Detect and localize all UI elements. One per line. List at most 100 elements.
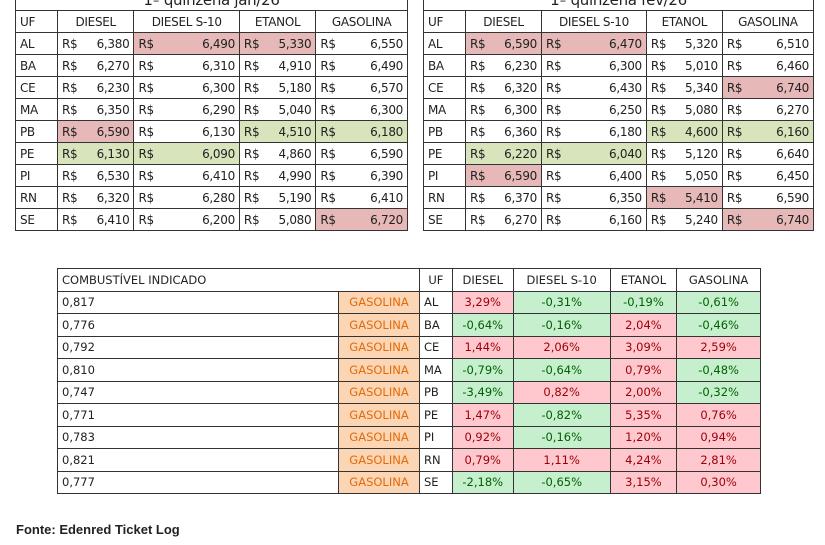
price-value: 6,300 [202, 80, 235, 95]
table-row: 0,783 GASOLINA PI 0,92% -0,16% 1,20% 0,94% [57, 425, 761, 449]
uf-cell: CE [423, 76, 466, 99]
price-value: 4,860 [278, 146, 312, 161]
change-cell: -0,79% [451, 358, 514, 382]
change-cell: -0,65% [512, 470, 611, 494]
price-value: 6,410 [202, 168, 235, 183]
price-value: 6,410 [96, 212, 130, 227]
currency-label: R$ [320, 212, 336, 227]
currency-label: R$ [470, 36, 486, 51]
price-table-jan: 1ª quinzena jan/26 UF DIESEL DIESEL S-10 ETA… [15, 0, 408, 231]
source-note: Fonte: Edenred Ticket Log [16, 522, 180, 537]
ratio-cell: 0,777 [57, 470, 339, 494]
price-cell: R$ 6,570 [315, 76, 408, 99]
price-cell: R$ 6,180 [315, 120, 408, 143]
change-cell: -2,18% [451, 470, 514, 494]
price-cell: R$ 6,490 [315, 54, 408, 77]
currency-label: R$ [470, 124, 486, 139]
column-header: DIESEL [56, 10, 135, 33]
price-value: 6,590 [776, 190, 809, 205]
price-cell: R$ 5,080 [645, 98, 723, 121]
currency-label: R$ [650, 212, 667, 227]
price-cell: R$ 6,430 [541, 76, 647, 99]
currency-label: R$ [138, 80, 154, 95]
currency-label: R$ [726, 102, 743, 117]
price-cell: R$ 6,640 [721, 142, 815, 165]
fuel-cell: GASOLINA [338, 290, 420, 314]
table-row: MA R$ 6,350 R$ 6,290 R$ 5,040 R$ 6,300 [15, 98, 408, 121]
change-cell: -0,61% [676, 290, 761, 314]
price-cell: R$ 6,410 [56, 208, 135, 231]
table-title: 1ª quinzena jan/26 [15, 0, 408, 11]
price-value: 6,450 [776, 168, 809, 183]
table-row: MA R$ 6,300 R$ 6,250 R$ 5,080 R$ 6,270 [423, 98, 815, 121]
price-value: 6,300 [504, 102, 537, 117]
currency-label: R$ [138, 124, 154, 139]
currency-label: R$ [650, 190, 667, 205]
price-value: 6,180 [370, 124, 403, 139]
fuel-cell: GASOLINA [338, 313, 420, 337]
currency-label: R$ [243, 168, 260, 183]
change-cell: 1,20% [609, 425, 678, 449]
price-cell: R$ 6,470 [541, 32, 647, 55]
currency-label: R$ [243, 124, 260, 139]
price-value: 6,590 [504, 36, 537, 51]
change-cell: -0,46% [676, 313, 761, 337]
price-cell: R$ 5,340 [645, 76, 723, 99]
currency-label: R$ [320, 102, 336, 117]
fuel-cell: GASOLINA [338, 335, 420, 359]
currency-label: R$ [726, 36, 743, 51]
uf-cell: SE [15, 208, 58, 231]
price-value: 6,410 [370, 190, 403, 205]
price-cell: R$ 6,410 [315, 186, 408, 209]
price-cell: R$ 5,050 [645, 164, 723, 187]
uf-cell: PB [419, 380, 453, 404]
price-value: 6,180 [609, 124, 642, 139]
price-cell: R$ 6,450 [721, 164, 815, 187]
currency-label: R$ [320, 58, 336, 73]
price-value: 5,320 [685, 36, 718, 51]
change-cell: -0,16% [512, 425, 611, 449]
price-cell: R$ 6,380 [56, 32, 135, 55]
price-cell: R$ 6,270 [465, 208, 542, 231]
currency-label: R$ [62, 102, 78, 117]
uf-cell: PI [423, 164, 466, 187]
currency-label: R$ [243, 102, 260, 117]
currency-label: R$ [650, 168, 667, 183]
table-row: PE R$ 6,130 R$ 6,090 R$ 4,860 R$ 6,590 [15, 142, 408, 165]
ratio-cell: 0,821 [57, 448, 339, 472]
table-row: CE R$ 6,230 R$ 6,300 R$ 5,180 R$ 6,570 [15, 76, 408, 99]
fuel-cell: GASOLINA [338, 380, 420, 404]
currency-label: R$ [726, 124, 743, 139]
price-value: 6,530 [96, 168, 130, 183]
change-cell: -0,19% [609, 290, 678, 314]
change-cell: 5,35% [609, 403, 678, 427]
price-cell: R$ 6,460 [721, 54, 815, 77]
uf-cell: RN [423, 186, 466, 209]
price-cell: R$ 5,410 [645, 186, 723, 209]
currency-label: R$ [546, 58, 562, 73]
price-cell: R$ 6,230 [465, 54, 542, 77]
price-cell: R$ 4,510 [238, 120, 317, 143]
ratio-cell: 0,792 [57, 335, 339, 359]
uf-cell: SE [419, 470, 453, 494]
price-value: 4,510 [278, 124, 312, 139]
uf-cell: AL [419, 290, 453, 314]
price-value: 6,460 [776, 58, 809, 73]
currency-label: R$ [243, 190, 260, 205]
price-value: 6,390 [370, 168, 403, 183]
currency-label: R$ [726, 146, 743, 161]
price-value: 6,470 [609, 36, 642, 51]
price-value: 5,080 [685, 102, 718, 117]
price-value: 6,590 [96, 124, 130, 139]
table-row: PE R$ 6,220 R$ 6,040 R$ 5,120 R$ 6,640 [423, 142, 815, 165]
change-cell: 3,29% [451, 290, 514, 314]
change-cell: 0,94% [676, 425, 761, 449]
currency-label: R$ [726, 212, 743, 227]
price-value: 6,400 [609, 168, 642, 183]
uf-cell: PE [423, 142, 466, 165]
uf-cell: RN [15, 186, 58, 209]
uf-cell: MA [15, 98, 58, 121]
price-cell: R$ 6,200 [133, 208, 240, 231]
uf-cell: AL [423, 32, 466, 55]
price-value: 6,490 [370, 58, 403, 73]
